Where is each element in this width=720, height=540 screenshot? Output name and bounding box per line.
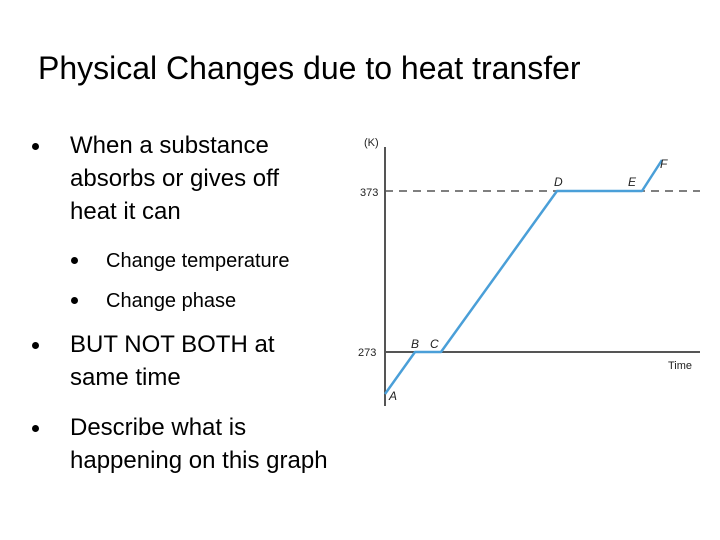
slide-title: Physical Changes due to heat transfer	[38, 50, 581, 86]
tick-273: 273	[358, 347, 376, 359]
tick-373: 373	[360, 187, 378, 199]
bullet-dot	[32, 143, 39, 150]
y-axis-unit: (K)	[364, 137, 379, 149]
bullet-heat-transfer: When a substance absorbs or gives off he…	[70, 132, 280, 225]
heating-curve-graph: (K) 373 273 Time A B C D E F	[358, 137, 700, 406]
bullet-list: When a substance absorbs or gives off he…	[32, 132, 328, 474]
bullet-dot	[32, 342, 39, 349]
sub-bullet-change-phase: Change phase	[106, 290, 237, 312]
point-d-label: D	[554, 175, 563, 189]
x-axis-label: Time	[668, 360, 692, 372]
bullet-dot	[71, 297, 78, 304]
point-c-label: C	[430, 337, 439, 351]
bullet-not-both: BUT NOT BOTH at same time	[70, 331, 275, 391]
bullet-dot	[32, 425, 39, 432]
heating-curve	[383, 159, 664, 395]
point-b-label: B	[411, 337, 419, 351]
point-a-label: A	[388, 389, 397, 403]
bullet-dot	[71, 257, 78, 264]
bullet-describe-graph: Describe what is happening on this graph	[70, 414, 328, 474]
sub-bullet-change-temperature: Change temperature	[106, 250, 290, 272]
point-f-label: F	[660, 157, 668, 171]
point-e-label: E	[628, 175, 637, 189]
